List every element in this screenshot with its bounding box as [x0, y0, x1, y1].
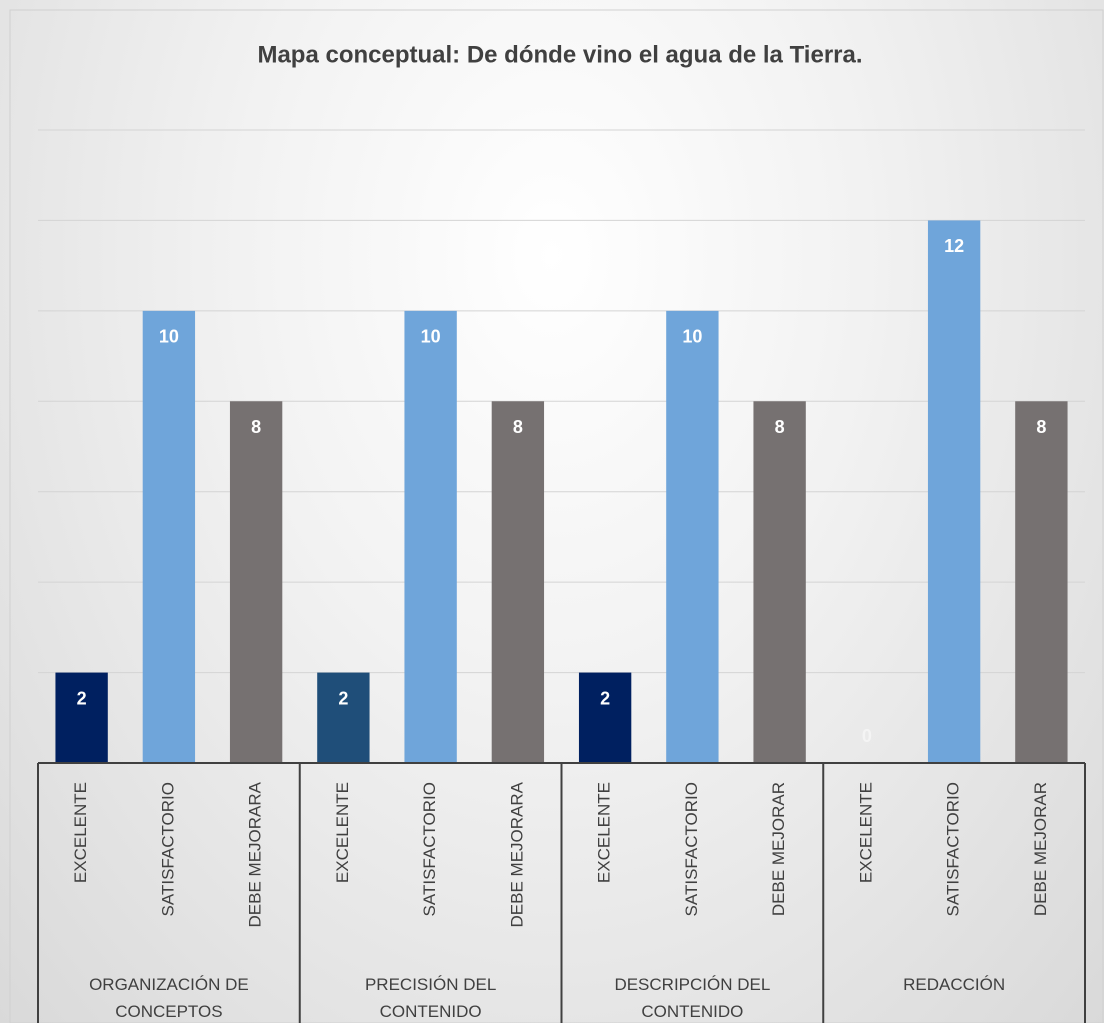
- value-label: 12: [944, 236, 964, 256]
- bar: [578, 672, 632, 763]
- x-tick-label: EXCELENTE: [333, 782, 352, 883]
- x-tick-label: SATISFACTORIO: [944, 782, 963, 916]
- x-tick-label: SATISFACTORIO: [158, 782, 177, 916]
- value-label: 2: [338, 688, 348, 708]
- bar: [491, 401, 545, 763]
- group-label: DESCRIPCIÓN DEL CONTENIDO: [614, 975, 771, 1021]
- bar: [753, 401, 806, 763]
- x-tick-label: DEBE MEJORAR: [1031, 782, 1050, 916]
- bar: [317, 672, 370, 763]
- x-tick-label: DEBE MEJORAR: [769, 782, 788, 916]
- value-label: 10: [159, 327, 179, 347]
- chart-title: Mapa conceptual: De dónde vino el agua d…: [257, 41, 862, 68]
- x-tick-label: SATISFACTORIO: [682, 782, 701, 916]
- x-tick-label: EXCELENTE: [856, 782, 875, 883]
- group-label: ORGANIZACIÓN DE CONCEPTOS: [89, 975, 249, 1021]
- x-tick-label: SATISFACTORIO: [420, 782, 439, 916]
- x-tick-label: EXCELENTE: [595, 782, 614, 883]
- value-label: 8: [775, 417, 785, 437]
- bar: [142, 310, 196, 763]
- value-label: 10: [421, 327, 441, 347]
- bar: [666, 310, 719, 763]
- x-tick-label: DEBE MEJORARA: [246, 781, 265, 927]
- value-label: 8: [513, 417, 523, 437]
- group-label: REDACCIÓN: [903, 975, 1006, 994]
- group-label: PRECISIÓN DEL CONTENIDO: [364, 975, 497, 1021]
- x-tick-label: EXCELENTE: [71, 782, 90, 883]
- bar: [55, 672, 108, 763]
- bar: [1015, 401, 1068, 763]
- value-label: 0: [862, 726, 872, 746]
- chart-border: [9, 9, 1104, 1023]
- bar: [927, 220, 981, 763]
- bar: [404, 310, 457, 763]
- value-label: 2: [600, 688, 610, 708]
- bar: [229, 401, 283, 763]
- value-label: 8: [251, 417, 261, 437]
- x-tick-label: DEBE MEJORARA: [507, 781, 526, 927]
- value-label: 2: [77, 688, 87, 708]
- value-label: 10: [682, 327, 702, 347]
- value-label: 8: [1036, 417, 1046, 437]
